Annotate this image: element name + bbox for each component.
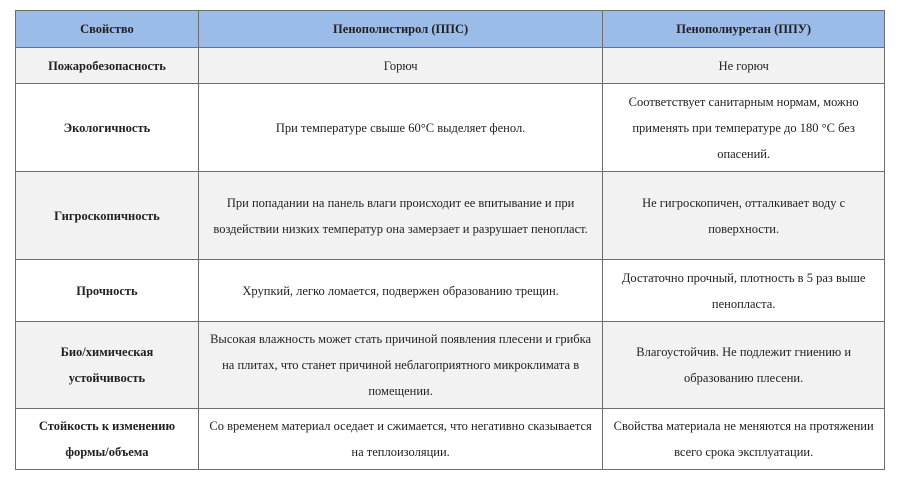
pps-cell: Горюч: [197, 47, 604, 84]
pps-cell: При попадании на панель влаги происходит…: [197, 171, 604, 260]
ppu-cell: Свойства материала не меняются на протяж…: [602, 408, 885, 470]
header-ppu: Пенополиуретан (ППУ): [602, 10, 885, 48]
header-row: Свойство Пенополистирол (ППС) Пенополиур…: [15, 10, 885, 48]
ppu-cell: Соответствует санитарным нормам, можно п…: [602, 83, 885, 172]
table-row: Био/химическая устойчивость Высокая влаж…: [15, 321, 885, 409]
property-cell: Прочность: [15, 259, 199, 322]
property-cell: Экологичность: [15, 83, 199, 172]
header-pps: Пенополистирол (ППС): [197, 10, 604, 48]
table-row: Пожаробезопасность Горюч Не горюч: [15, 47, 885, 84]
table-row: Экологичность При температуре свыше 60°С…: [15, 83, 885, 172]
property-cell: Био/химическая устойчивость: [15, 321, 199, 409]
property-cell: Пожаробезопасность: [15, 47, 199, 84]
ppu-cell: Не гигроскопичен, отталкивает воду с пов…: [602, 171, 885, 260]
header-property: Свойство: [15, 10, 199, 48]
property-cell: Стойкость к изменению формы/объема: [15, 408, 199, 470]
ppu-cell: Достаточно прочный, плотность в 5 раз вы…: [602, 259, 885, 322]
pps-cell: При температуре свыше 60°С выделяет фено…: [197, 83, 604, 172]
ppu-cell: Не горюч: [602, 47, 885, 84]
pps-cell: Со временем материал оседает и сжимается…: [197, 408, 604, 470]
pps-cell: Высокая влажность может стать причиной п…: [197, 321, 604, 409]
table-row: Гигроскопичность При попадании на панель…: [15, 171, 885, 260]
ppu-cell: Влагоустойчив. Не подлежит гниению и обр…: [602, 321, 885, 409]
comparison-table: Свойство Пенополистирол (ППС) Пенополиур…: [15, 10, 885, 470]
pps-cell: Хрупкий, легко ломается, подвержен образ…: [197, 259, 604, 322]
property-cell: Гигроскопичность: [15, 171, 199, 260]
table-row: Стойкость к изменению формы/объема Со вр…: [15, 408, 885, 470]
table-row: Прочность Хрупкий, легко ломается, подве…: [15, 259, 885, 322]
